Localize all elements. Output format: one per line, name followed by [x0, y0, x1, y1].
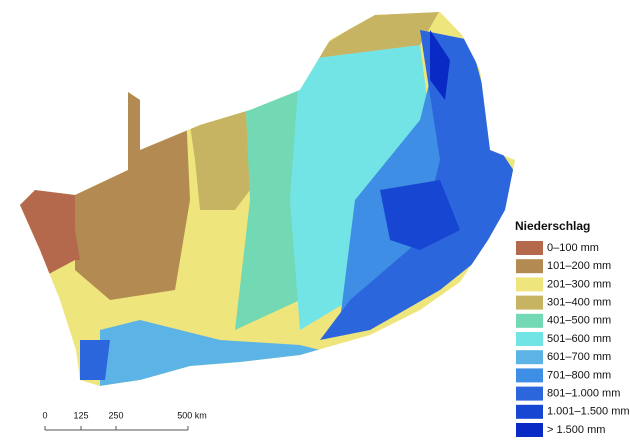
legend-swatch	[516, 404, 543, 419]
legend-label: 201–300 mm	[547, 278, 611, 290]
legend-label: 301–400 mm	[547, 297, 611, 309]
legend-swatch	[516, 241, 543, 255]
legend-label: 701–800 mm	[547, 369, 611, 381]
legend-label: 1.001–1.500 mm	[547, 406, 630, 418]
legend-swatch	[516, 350, 543, 365]
legend-swatch	[516, 386, 543, 401]
legend-label: 801–1.000 mm	[547, 388, 620, 400]
legend-swatch	[516, 332, 543, 346]
legend-label: 101–200 mm	[547, 260, 611, 272]
scale-label: 250	[108, 410, 123, 420]
legend-label: > 1.500 mm	[547, 424, 605, 436]
legend-swatch	[516, 295, 543, 310]
legend-label: 601–700 mm	[547, 351, 611, 363]
scale-label: 500 km	[177, 410, 207, 420]
scale-bar: 0 125 250 500 km	[42, 410, 207, 431]
legend-swatch	[516, 368, 543, 383]
legend-swatch	[516, 313, 543, 328]
legend-swatch	[516, 277, 543, 292]
legend-label: 401–500 mm	[547, 315, 611, 327]
legend-swatch	[516, 423, 543, 437]
legend: Niederschlag 0–100 mm 101–200 mm 201–300 m…	[515, 219, 630, 437]
rainfall-map	[20, 12, 515, 386]
scale-label: 125	[73, 410, 88, 420]
scale-label: 0	[42, 410, 47, 420]
legend-title: Niederschlag	[515, 219, 590, 233]
legend-swatch	[516, 259, 543, 274]
legend-label: 0–100 mm	[547, 242, 599, 254]
legend-label: 501–600 mm	[547, 333, 611, 345]
